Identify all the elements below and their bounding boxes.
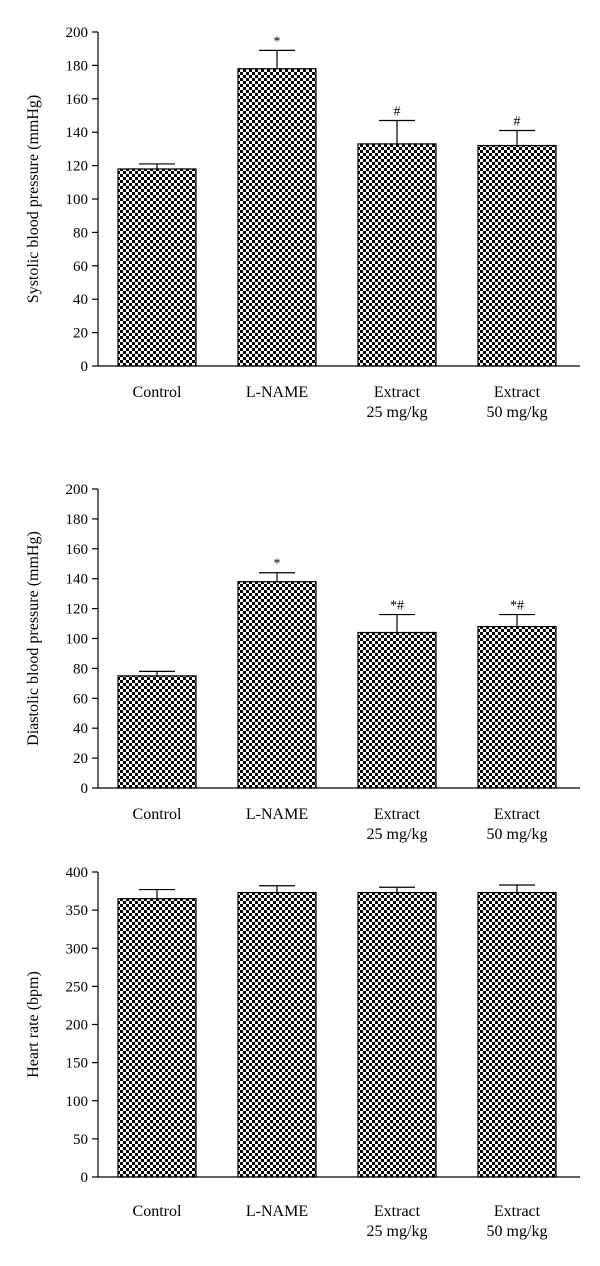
chart-1-y-tick-label-8: 160 [66, 542, 89, 558]
chart-1-bar-2 [357, 631, 437, 789]
chart-2-y-tick-label-4: 200 [66, 1018, 89, 1034]
chart-2-bar-0 [117, 898, 197, 1178]
chart-1-category-label-0: Control [133, 806, 182, 823]
chart-1-y-tick-label-10: 200 [66, 482, 89, 498]
chart-2-bar-2 [357, 891, 437, 1178]
chart-1-y-tick-label-7: 140 [66, 572, 89, 588]
chart-0-category-label-2: Extract 25 mg/kg [367, 384, 428, 421]
chart-1-category-label-3: Extract 50 mg/kg [487, 806, 548, 843]
chart-0-y-tick-label-7: 140 [66, 125, 89, 141]
chart-2-y-tick-label-8: 400 [66, 865, 89, 881]
systolic-chart: * # #0 20 40 60 80 100 120 140 160 180 200 Control L-N… [25, 25, 580, 421]
chart-0-bar-1 [237, 68, 317, 367]
chart-0-category-label-1: L-NAME [246, 384, 308, 401]
chart-2-y-axis-title: Heart rate (bpm) [25, 971, 42, 1078]
chart-2-y-tick-label-0: 0 [81, 1170, 89, 1186]
chart-1-y-tick-label-2: 40 [73, 721, 88, 737]
chart-0-y-tick-label-1: 20 [73, 326, 88, 342]
chart-0-bar-3 [477, 144, 557, 367]
chart-1-y-tick-label-0: 0 [81, 781, 89, 797]
chart-2-category-label-0: Control [133, 1203, 182, 1220]
chart-2-bar-3 [477, 891, 557, 1178]
chart-0-y-tick-label-5: 100 [66, 192, 89, 208]
chart-0-y-tick-label-3: 60 [73, 259, 88, 275]
chart-1-y-tick-label-6: 120 [66, 602, 89, 618]
chart-2-y-tick-label-2: 100 [66, 1094, 89, 1110]
chart-0-significance-mark-1: * [274, 34, 281, 49]
chart-2-y-tick-label-3: 150 [66, 1056, 89, 1072]
chart-1-category-label-1: L-NAME [246, 806, 308, 823]
chart-0-significance-mark-2: # [394, 105, 401, 120]
chart-0-y-tick-label-10: 200 [66, 25, 89, 41]
chart-0-y-tick-label-2: 40 [73, 292, 88, 308]
chart-0-y-tick-label-4: 80 [73, 225, 88, 241]
diastolic-chart: * *# *# 0 20 40 60 80 100 120 140 160 180 200 Control L… [25, 482, 580, 843]
chart-2-y-tick-label-1: 50 [73, 1132, 88, 1148]
heart-rate-chart: 0 50 100 150 200 250 300 350 400 Control L-NAME Ext… [25, 865, 580, 1240]
chart-1-bar-0 [117, 675, 197, 789]
chart-0-bar-2 [357, 143, 437, 367]
chart-0-bar-0 [117, 168, 197, 367]
chart-2-category-label-1: L-NAME [246, 1203, 308, 1220]
chart-1-y-tick-label-4: 80 [73, 661, 88, 677]
chart-1-significance-mark-1: * [274, 557, 281, 572]
chart-1-significance-mark-3: *# [510, 599, 524, 614]
chart-2-y-tick-label-5: 250 [66, 979, 89, 995]
chart-2-category-label-2: Extract 25 mg/kg [367, 1203, 428, 1240]
chart-1-category-label-2: Extract 25 mg/kg [367, 806, 428, 843]
chart-1-bar-1 [237, 581, 317, 789]
chart-1-y-axis-title: Diastolic blood pressure (mmHg) [25, 531, 42, 746]
chart-1-significance-mark-2: *# [390, 599, 404, 614]
chart-1-y-tick-label-9: 180 [66, 512, 89, 528]
chart-0-y-tick-label-9: 180 [66, 58, 89, 74]
chart-0-y-tick-label-0: 0 [81, 359, 89, 375]
chart-2-bar-1 [237, 891, 317, 1178]
chart-1-y-tick-label-1: 20 [73, 751, 88, 767]
chart-0-significance-mark-3: # [514, 115, 521, 130]
chart-0-y-axis-title: Systolic blood pressure (mmHg) [25, 95, 42, 303]
chart-2-category-label-3: Extract 50 mg/kg [487, 1203, 548, 1240]
chart-1-bar-3 [477, 625, 557, 789]
chart-1-y-tick-label-5: 100 [66, 632, 89, 648]
chart-0-category-label-0: Control [133, 384, 182, 401]
chart-0-y-tick-label-8: 160 [66, 92, 89, 108]
chart-2-y-tick-label-6: 300 [66, 941, 89, 957]
chart-0-y-tick-label-6: 120 [66, 159, 89, 175]
chart-1-y-tick-label-3: 60 [73, 691, 88, 707]
chart-2-y-tick-label-7: 350 [66, 903, 89, 919]
chart-0-category-label-3: Extract 50 mg/kg [487, 384, 548, 421]
